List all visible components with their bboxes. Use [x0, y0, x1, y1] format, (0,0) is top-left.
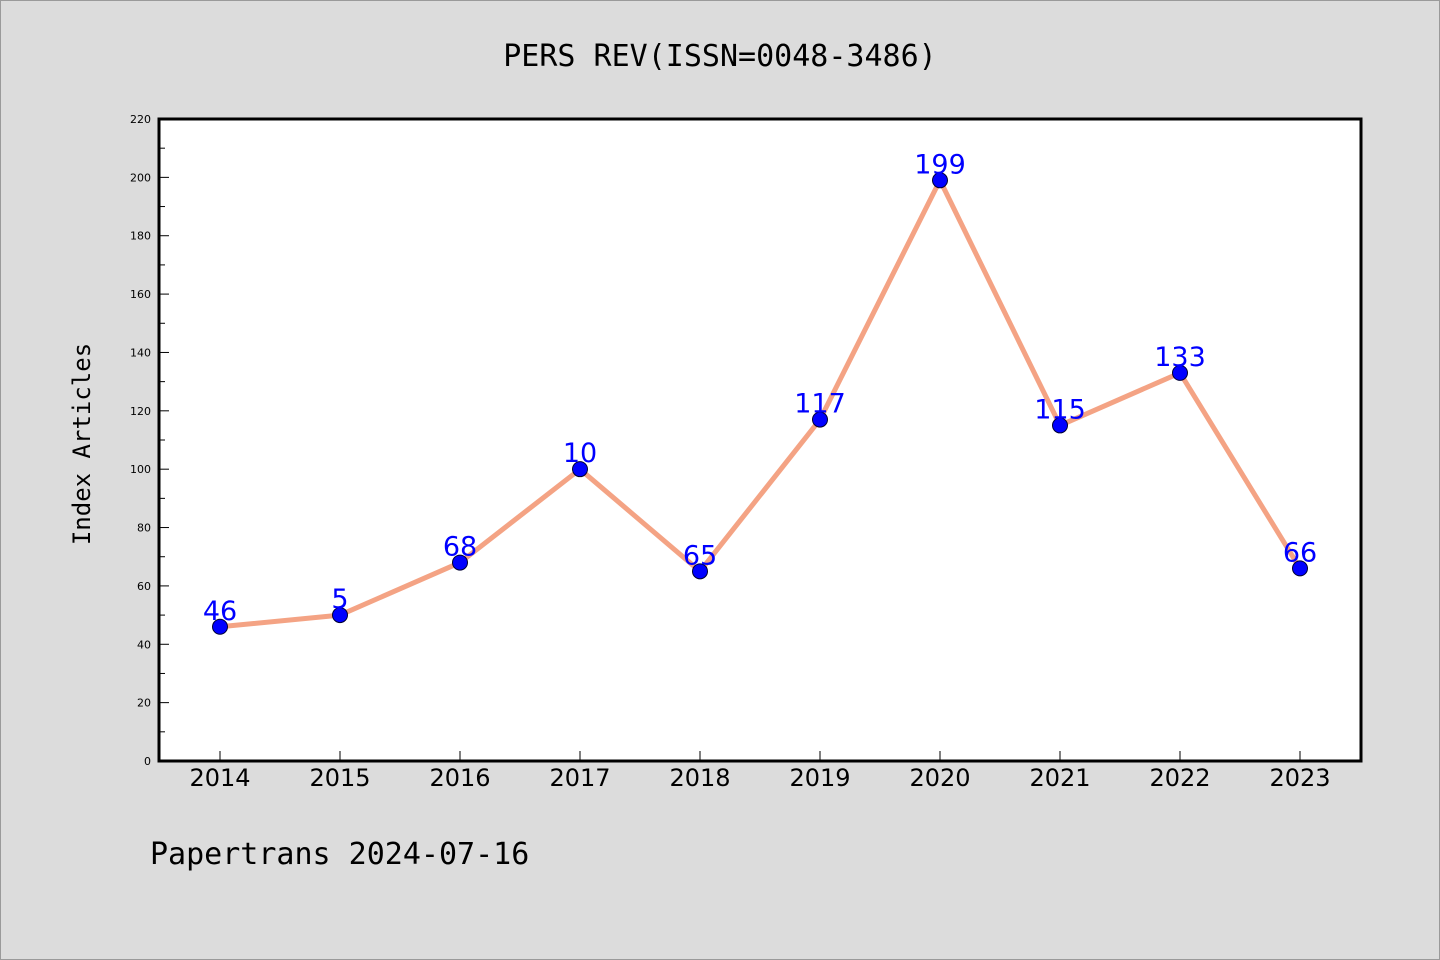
y-tick-label: 40: [137, 638, 151, 651]
data-label: 115: [1034, 394, 1086, 425]
y-tick-label: 100: [130, 463, 151, 476]
x-tick-label: 2020: [909, 764, 970, 792]
y-tick-label: 140: [130, 346, 151, 359]
series-line: [217, 177, 1303, 630]
y-tick-label: 0: [144, 755, 151, 768]
x-tick-label: 2015: [309, 764, 370, 792]
chart-title: PERS REV(ISSN=0048-3486): [503, 39, 936, 74]
data-point: [1052, 417, 1068, 434]
data-point: [932, 172, 948, 189]
y-tick-label: 200: [130, 171, 151, 184]
y-tick-label: 120: [130, 405, 151, 418]
data-point: [1172, 364, 1188, 381]
y-tick-label: 180: [130, 230, 151, 243]
data-point: [332, 607, 348, 624]
data-label: 117: [794, 389, 846, 420]
data-label: 199: [914, 149, 966, 180]
data-point: [212, 618, 228, 635]
data-label: 65: [683, 540, 717, 571]
y-tick-label: 60: [137, 580, 151, 593]
data-point: [452, 554, 468, 571]
footer-text: Papertrans 2024-07-16: [150, 837, 529, 872]
x-tick-label: 2023: [1269, 764, 1330, 792]
y-tick-label: 80: [137, 522, 151, 535]
data-point: [692, 563, 708, 580]
y-axis: 0 20 40 60 80 100 120 140 160 180 200 220: [130, 113, 169, 768]
x-tick-label: 2014: [189, 764, 250, 792]
x-tick-label: 2016: [429, 764, 490, 792]
data-point: [812, 411, 828, 428]
x-tick-label: 2017: [549, 764, 610, 792]
data-label: 68: [443, 532, 477, 563]
data-point: [1292, 560, 1308, 577]
y-axis-label: Index Articles: [68, 343, 96, 545]
x-tick-label: 2021: [1029, 764, 1090, 792]
data-label: 5: [331, 584, 348, 615]
x-axis: 2014 2015 2016 2017 2018 2019 2020 2021 2022 2023: [189, 751, 1331, 792]
x-tick-label: 2022: [1149, 764, 1210, 792]
data-label: 133: [1154, 342, 1206, 373]
y-tick-label: 160: [130, 288, 151, 301]
x-tick-label: 2018: [669, 764, 730, 792]
plot-area: [157, 117, 1363, 763]
data-point: [572, 461, 588, 478]
series-layer: 46 5 68 10 65 117 199 115 133 66: [203, 149, 1317, 635]
data-label: 46: [203, 596, 237, 627]
y-tick-label: 20: [137, 697, 151, 710]
data-label: 10: [563, 438, 597, 469]
data-label: 66: [1283, 537, 1317, 568]
y-tick-label: 220: [130, 113, 151, 126]
x-tick-label: 2019: [789, 764, 850, 792]
